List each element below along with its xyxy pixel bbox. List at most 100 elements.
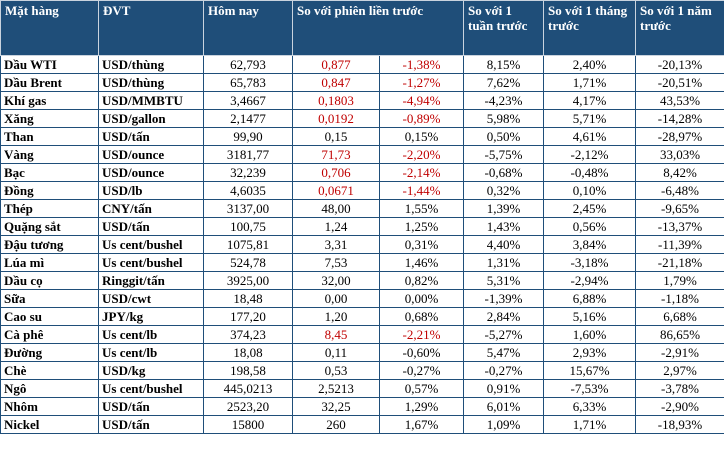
cell-month-pct: 2,93%	[543, 343, 636, 362]
commodity-price-table: Mặt hàng ĐVT Hôm nay So với phiên liền t…	[0, 0, 724, 434]
cell-week-pct: -0,27%	[463, 361, 544, 380]
cell-week-pct: 6,01%	[463, 397, 544, 416]
cell-week-pct: 1,43%	[463, 217, 544, 236]
cell-change-pct: 0,57%	[379, 379, 464, 398]
table-header-row: Mặt hàng ĐVT Hôm nay So với phiên liền t…	[0, 0, 724, 56]
cell-change: 2,5213	[292, 379, 380, 398]
cell-today: 1075,81	[203, 235, 293, 254]
header-vs-previous-session: So với phiên liền trước	[292, 0, 464, 56]
cell-unit: JPY/kg	[98, 307, 204, 326]
cell-month-pct: 5,71%	[543, 109, 636, 128]
cell-change-pct: 0,82%	[379, 271, 464, 290]
cell-unit: Us cent/bushel	[98, 379, 204, 398]
cell-month-pct: -0,48%	[543, 163, 636, 182]
cell-year-pct: -18,93%	[635, 415, 724, 434]
cell-commodity: Cao su	[0, 307, 99, 326]
cell-unit: Us cent/bushel	[98, 253, 204, 272]
cell-week-pct: 1,31%	[463, 253, 544, 272]
cell-week-pct: 1,09%	[463, 415, 544, 434]
table-row: Cao su JPY/kg 177,20 1,20 0,68% 2,84% 5,16% 6,6…	[0, 307, 724, 326]
cell-year-pct: -9,65%	[635, 199, 724, 218]
header-commodity: Mặt hàng	[0, 0, 99, 56]
cell-change: 0,1803	[292, 91, 380, 110]
table-row: Ngô Us cent/bushel 445,0213 2,5213 0,57% 0,91…	[0, 379, 724, 398]
cell-change-pct: 1,55%	[379, 199, 464, 218]
cell-month-pct: 1,71%	[543, 73, 636, 92]
cell-month-pct: 0,56%	[543, 217, 636, 236]
cell-change-pct: -2,20%	[379, 145, 464, 164]
cell-year-pct: -2,91%	[635, 343, 724, 362]
cell-week-pct: 8,15%	[463, 55, 544, 74]
cell-week-pct: 5,31%	[463, 271, 544, 290]
cell-year-pct: 2,97%	[635, 361, 724, 380]
cell-change-pct: 0,68%	[379, 307, 464, 326]
cell-commodity: Thép	[0, 199, 99, 218]
header-vs-week: So với 1 tuần trước	[463, 0, 544, 56]
cell-change-pct: -4,94%	[379, 91, 464, 110]
cell-week-pct: 0,91%	[463, 379, 544, 398]
cell-commodity: Dầu cọ	[0, 271, 99, 290]
cell-unit: CNY/tấn	[98, 199, 204, 218]
cell-month-pct: 2,40%	[543, 55, 636, 74]
cell-change: 0,706	[292, 163, 380, 182]
cell-change: 3,31	[292, 235, 380, 254]
cell-month-pct: -3,18%	[543, 253, 636, 272]
cell-month-pct: -7,53%	[543, 379, 636, 398]
table-row: Đậu tương Us cent/bushel 1075,81 3,31 0,31% 4…	[0, 235, 724, 254]
table-row: Sữa USD/cwt 18,48 0,00 0,00% -1,39% 6,88% -1,18…	[0, 289, 724, 308]
cell-month-pct: 1,60%	[543, 325, 636, 344]
cell-commodity: Khí gas	[0, 91, 99, 110]
cell-week-pct: 4,40%	[463, 235, 544, 254]
cell-unit: USD/ounce	[98, 145, 204, 164]
cell-year-pct: 86,65%	[635, 325, 724, 344]
cell-unit: USD/thùng	[98, 73, 204, 92]
table-row: Dầu cọ Ringgit/tấn 3925,00 32,00 0,82% 5,31% -…	[0, 271, 724, 290]
cell-commodity: Xăng	[0, 109, 99, 128]
cell-month-pct: 4,61%	[543, 127, 636, 146]
cell-unit: USD/kg	[98, 361, 204, 380]
cell-today: 62,793	[203, 55, 293, 74]
cell-change-pct: -1,27%	[379, 73, 464, 92]
cell-year-pct: 1,79%	[635, 271, 724, 290]
cell-change-pct: -2,14%	[379, 163, 464, 182]
cell-year-pct: 33,03%	[635, 145, 724, 164]
table-row: Chè USD/kg 198,58 0,53 -0,27% -0,27% 15,67% 2,9…	[0, 361, 724, 380]
table-row: Nickel USD/tấn 15800 260 1,67% 1,09% 1,71% -18,…	[0, 415, 724, 434]
cell-week-pct: 0,32%	[463, 181, 544, 200]
cell-change-pct: 1,67%	[379, 415, 464, 434]
cell-week-pct: -4,23%	[463, 91, 544, 110]
cell-week-pct: 2,84%	[463, 307, 544, 326]
cell-commodity: Nhôm	[0, 397, 99, 416]
cell-year-pct: -2,90%	[635, 397, 724, 416]
cell-today: 18,48	[203, 289, 293, 308]
cell-week-pct: 5,98%	[463, 109, 544, 128]
cell-unit: USD/thùng	[98, 55, 204, 74]
cell-change: 0,0192	[292, 109, 380, 128]
cell-today: 374,23	[203, 325, 293, 344]
table-body: Dầu WTI USD/thùng 62,793 0,877 -1,38% 8,15% 2,…	[0, 55, 724, 434]
cell-today: 100,75	[203, 217, 293, 236]
cell-change: 0,00	[292, 289, 380, 308]
table-row: Dầu Brent USD/thùng 65,783 0,847 -1,27% 7,62%…	[0, 73, 724, 92]
cell-today: 65,783	[203, 73, 293, 92]
cell-year-pct: -6,48%	[635, 181, 724, 200]
cell-month-pct: -2,12%	[543, 145, 636, 164]
cell-year-pct: -20,51%	[635, 73, 724, 92]
cell-change: 48,00	[292, 199, 380, 218]
cell-month-pct: 6,88%	[543, 289, 636, 308]
cell-week-pct: 1,39%	[463, 199, 544, 218]
cell-year-pct: -21,18%	[635, 253, 724, 272]
cell-month-pct: 6,33%	[543, 397, 636, 416]
cell-commodity: Nickel	[0, 415, 99, 434]
cell-month-pct: 3,84%	[543, 235, 636, 254]
cell-week-pct: -5,75%	[463, 145, 544, 164]
cell-today: 2,1477	[203, 109, 293, 128]
cell-change: 1,24	[292, 217, 380, 236]
cell-today: 3925,00	[203, 271, 293, 290]
cell-change-pct: -0,89%	[379, 109, 464, 128]
cell-month-pct: -2,94%	[543, 271, 636, 290]
cell-change: 1,20	[292, 307, 380, 326]
cell-month-pct: 0,10%	[543, 181, 636, 200]
cell-commodity: Đậu tương	[0, 235, 99, 254]
cell-change: 0,11	[292, 343, 380, 362]
